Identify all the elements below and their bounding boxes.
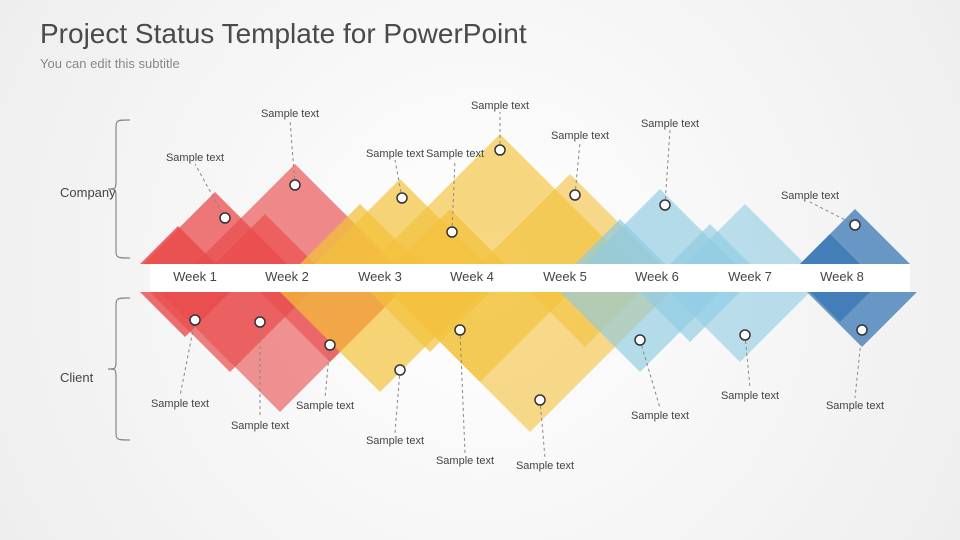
axis-band	[150, 264, 910, 292]
marker-top-5	[570, 190, 580, 200]
marker-top-0	[220, 213, 230, 223]
marker-top-4	[495, 145, 505, 155]
triangle-top-14	[800, 209, 910, 264]
triangle-bottom-13	[807, 292, 917, 347]
callout-bottom-6: Sample text	[631, 410, 689, 422]
callout-bottom-7: Sample text	[721, 390, 779, 402]
week-label-6: Week 7	[728, 269, 772, 284]
leader-top-7	[810, 202, 855, 225]
week-label-4: Week 5	[543, 269, 587, 284]
callout-bottom-8: Sample text	[826, 400, 884, 412]
marker-bottom-7	[740, 330, 750, 340]
marker-bottom-0	[190, 315, 200, 325]
marker-bottom-4	[455, 325, 465, 335]
callout-top-7: Sample text	[781, 190, 839, 202]
callout-top-4: Sample text	[471, 100, 529, 112]
marker-bottom-1	[255, 317, 265, 327]
week-label-0: Week 1	[173, 269, 217, 284]
marker-bottom-6	[635, 335, 645, 345]
week-label-7: Week 8	[820, 269, 864, 284]
callout-bottom-2: Sample text	[296, 400, 354, 412]
company-label: Company	[60, 185, 116, 200]
callout-top-1: Sample text	[261, 108, 319, 120]
client-label: Client	[60, 370, 93, 385]
week-label-5: Week 6	[635, 269, 679, 284]
leader-bottom-3	[395, 370, 400, 433]
week-label-1: Week 2	[265, 269, 309, 284]
callout-top-2: Sample text	[366, 148, 424, 160]
callout-bottom-4: Sample text	[436, 455, 494, 467]
marker-top-3	[447, 227, 457, 237]
marker-bottom-2	[325, 340, 335, 350]
brace-bottom	[108, 298, 130, 440]
callout-top-5: Sample text	[551, 130, 609, 142]
marker-top-2	[397, 193, 407, 203]
marker-top-7	[850, 220, 860, 230]
callout-top-3: Sample text	[426, 148, 484, 160]
marker-bottom-5	[535, 395, 545, 405]
leader-top-6	[665, 130, 670, 205]
marker-top-6	[660, 200, 670, 210]
callout-bottom-5: Sample text	[516, 460, 574, 472]
marker-bottom-3	[395, 365, 405, 375]
callout-bottom-3: Sample text	[366, 435, 424, 447]
callout-bottom-1: Sample text	[231, 420, 289, 432]
week-label-3: Week 4	[450, 269, 494, 284]
marker-top-1	[290, 180, 300, 190]
callout-top-0: Sample text	[166, 152, 224, 164]
week-label-2: Week 3	[358, 269, 402, 284]
callout-top-6: Sample text	[641, 118, 699, 130]
callout-bottom-0: Sample text	[151, 398, 209, 410]
marker-bottom-8	[857, 325, 867, 335]
